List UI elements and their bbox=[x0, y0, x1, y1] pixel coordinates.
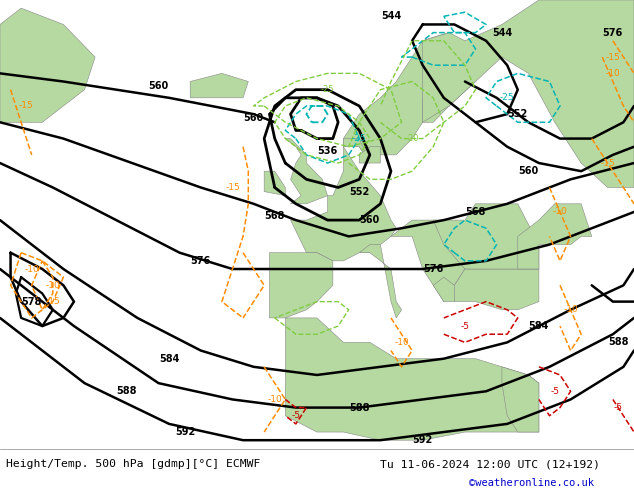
Polygon shape bbox=[502, 367, 539, 432]
Text: -25: -25 bbox=[321, 85, 334, 94]
Text: -5: -5 bbox=[550, 387, 559, 396]
Text: -25: -25 bbox=[352, 134, 366, 143]
Polygon shape bbox=[423, 0, 634, 188]
Text: 578: 578 bbox=[22, 296, 42, 307]
Text: -15: -15 bbox=[46, 297, 60, 306]
Text: 576: 576 bbox=[191, 256, 211, 266]
Text: 592: 592 bbox=[175, 427, 195, 437]
Text: 536: 536 bbox=[318, 146, 338, 156]
Text: 588: 588 bbox=[608, 338, 628, 347]
Text: -10: -10 bbox=[24, 265, 39, 273]
Text: -10: -10 bbox=[268, 395, 282, 404]
Polygon shape bbox=[391, 220, 476, 302]
Polygon shape bbox=[455, 269, 539, 310]
Text: -10: -10 bbox=[563, 305, 578, 314]
Text: 552: 552 bbox=[349, 187, 370, 196]
Text: -10: -10 bbox=[394, 338, 409, 347]
Polygon shape bbox=[264, 171, 285, 196]
Text: -5: -5 bbox=[292, 411, 301, 420]
Text: -20: -20 bbox=[405, 134, 419, 143]
Text: -5: -5 bbox=[614, 403, 623, 412]
Text: 592: 592 bbox=[413, 435, 433, 445]
Text: -15: -15 bbox=[600, 159, 615, 168]
Polygon shape bbox=[433, 204, 539, 269]
Polygon shape bbox=[359, 245, 401, 318]
Text: -10: -10 bbox=[553, 207, 567, 217]
Text: 576: 576 bbox=[603, 27, 623, 38]
Text: -15: -15 bbox=[605, 52, 620, 62]
Text: -10: -10 bbox=[605, 69, 620, 78]
Text: 544: 544 bbox=[492, 27, 512, 38]
Text: 584: 584 bbox=[529, 321, 549, 331]
Polygon shape bbox=[433, 277, 455, 302]
Polygon shape bbox=[344, 33, 465, 163]
Text: 560: 560 bbox=[148, 80, 169, 91]
Text: 568: 568 bbox=[264, 211, 285, 221]
Text: 560: 560 bbox=[243, 113, 264, 123]
Polygon shape bbox=[423, 33, 476, 122]
Text: Tu 11-06-2024 12:00 UTC (12+192): Tu 11-06-2024 12:00 UTC (12+192) bbox=[380, 459, 600, 469]
Text: 584: 584 bbox=[159, 354, 179, 364]
Text: -10: -10 bbox=[46, 281, 60, 290]
Text: Height/Temp. 500 hPa [gdmp][°C] ECMWF: Height/Temp. 500 hPa [gdmp][°C] ECMWF bbox=[6, 459, 261, 469]
Polygon shape bbox=[269, 253, 333, 318]
Polygon shape bbox=[285, 139, 328, 204]
Text: 588: 588 bbox=[117, 386, 137, 396]
Text: 560: 560 bbox=[359, 215, 380, 225]
Text: 560: 560 bbox=[518, 166, 538, 176]
Text: -15: -15 bbox=[19, 101, 34, 110]
Text: ©weatheronline.co.uk: ©weatheronline.co.uk bbox=[469, 477, 594, 488]
Polygon shape bbox=[518, 204, 592, 269]
Polygon shape bbox=[190, 74, 249, 98]
Text: 544: 544 bbox=[381, 11, 401, 21]
Polygon shape bbox=[285, 318, 539, 440]
Text: 588: 588 bbox=[349, 403, 370, 413]
Polygon shape bbox=[290, 147, 396, 261]
Polygon shape bbox=[0, 8, 95, 122]
Text: -25: -25 bbox=[500, 93, 515, 102]
Text: -5: -5 bbox=[460, 321, 469, 331]
Polygon shape bbox=[344, 139, 370, 163]
Text: 568: 568 bbox=[465, 207, 486, 217]
Polygon shape bbox=[359, 147, 380, 163]
Text: 576: 576 bbox=[423, 264, 443, 274]
Text: -15: -15 bbox=[225, 183, 240, 192]
Text: 552: 552 bbox=[508, 109, 528, 119]
